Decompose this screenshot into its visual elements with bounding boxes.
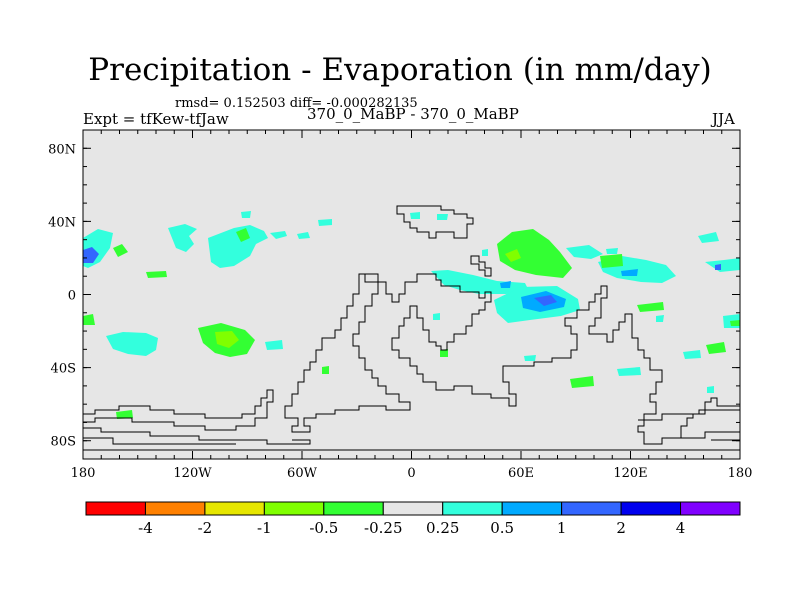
y-tick-label: 80N: [48, 142, 76, 157]
antarctic-outline-5: [675, 431, 740, 439]
light-blue-patch: [500, 281, 511, 288]
green-patch: [113, 244, 128, 257]
antarctic-outline-4: [638, 409, 740, 421]
colorbar-label: 1: [557, 519, 567, 537]
cyan-patch: [265, 340, 283, 350]
green-patch: [497, 229, 572, 278]
cyan-patch: [270, 231, 287, 239]
green-patch: [637, 302, 664, 312]
colorbar-label: -1: [257, 519, 272, 537]
eastern-arm-outline: [470, 255, 492, 277]
blue-patch: [715, 264, 721, 270]
antarctic-outline-1: [83, 389, 274, 431]
cyan-patch: [297, 232, 310, 239]
colorbar-label: 0.25: [426, 519, 459, 537]
x-tick-label: 60W: [287, 466, 318, 481]
colorbar-label: 2: [616, 519, 626, 537]
blue-patch: [534, 295, 557, 306]
cyan-patch: [656, 315, 664, 322]
y-tick-label: 40S: [51, 362, 76, 377]
colorbar-swatch: [263, 501, 325, 516]
stats-label: rmsd= 0.152503 diff= -0.000282135: [175, 96, 418, 111]
central-landmass-outline: [359, 273, 740, 445]
experiment-label: Expt = tfKew-tfJaw: [83, 110, 229, 128]
x-tick-label: 0: [407, 466, 415, 481]
cyan-patch: [168, 224, 197, 252]
y-tick-label: 80S: [51, 435, 76, 450]
anomaly-patches: [83, 211, 740, 419]
light-green-patch: [505, 249, 521, 262]
y-tick-label: 0: [68, 289, 76, 304]
cyan-patch: [106, 332, 158, 356]
green-patch: [570, 376, 594, 388]
cyan-patch: [698, 232, 719, 243]
period-label: 370_0_MaBP - 370_0_MaBP: [307, 105, 519, 123]
x-tick-label: 60E: [508, 466, 534, 481]
colorbar: -4 -2 -1 -0.5 -0.25 0.25 0.5 1 2 4: [85, 501, 741, 537]
colorbar-swatch: [204, 501, 265, 516]
x-tick-label: 180: [71, 466, 96, 481]
colorbar-label: -0.5: [309, 519, 338, 537]
cyan-patch: [705, 258, 740, 272]
colorbar-label: 0.5: [490, 519, 514, 537]
plot-title: Precipitation - Evaporation (in mm/day): [88, 52, 712, 88]
green-patch: [706, 342, 726, 354]
colorbar-label: -2: [198, 519, 213, 537]
green-patch: [322, 366, 329, 374]
colorbar-swatch: [620, 501, 682, 516]
cyan-patch: [524, 355, 536, 361]
western-landmass-outline: [284, 273, 411, 433]
cyan-patch: [437, 214, 448, 220]
coastlines: [83, 205, 740, 451]
green-patch: [730, 320, 740, 326]
cyan-patch: [410, 212, 420, 219]
cyan-patch: [433, 313, 440, 320]
cyan-patch: [482, 249, 488, 256]
green-patch: [440, 349, 448, 357]
cyan-patch: [617, 367, 641, 376]
cyan-patch: [318, 219, 332, 226]
colorbar-swatch: [561, 501, 622, 516]
x-axis: 180 120W 60W 0 60E 120E 180: [71, 130, 753, 481]
x-tick-label: 120W: [173, 466, 212, 481]
colorbar-swatch: [323, 501, 384, 516]
colorbar-swatch: [501, 501, 563, 516]
cyan-patch: [208, 225, 268, 268]
colorbar-label: 4: [676, 519, 686, 537]
antarctic-outline-2: [83, 427, 311, 445]
green-patch: [600, 254, 623, 268]
green-patch: [83, 314, 95, 325]
cyan-patch: [683, 350, 701, 359]
light-blue-patch: [621, 269, 638, 276]
map-background: [83, 130, 740, 459]
light-green-patch: [215, 331, 239, 348]
colorbar-label: -0.25: [364, 519, 402, 537]
y-axis: 80N 40N 0 40S 80S: [48, 129, 740, 460]
colorbar-swatch: [680, 501, 741, 516]
cyan-patch: [566, 245, 603, 259]
northern-landmass-outline: [396, 205, 474, 239]
cyan-patch: [241, 211, 251, 218]
x-tick-label: 120E: [613, 466, 647, 481]
colorbar-swatch: [382, 501, 444, 516]
x-tick-label: 180: [728, 466, 753, 481]
antarctic-outline-3: [83, 437, 236, 445]
cyan-patch: [707, 386, 714, 393]
colorbar-label: -4: [138, 519, 153, 537]
blue-patch: [83, 247, 99, 263]
y-tick-label: 40N: [48, 215, 76, 230]
colorbar-swatch: [144, 501, 206, 516]
season-label: JJA: [712, 110, 735, 128]
green-patch: [236, 228, 250, 242]
colorbar-swatch: [85, 501, 146, 516]
colorbar-swatch: [442, 501, 503, 516]
green-patch: [146, 271, 167, 278]
cyan-patch: [606, 248, 618, 254]
green-patch: [116, 410, 133, 419]
